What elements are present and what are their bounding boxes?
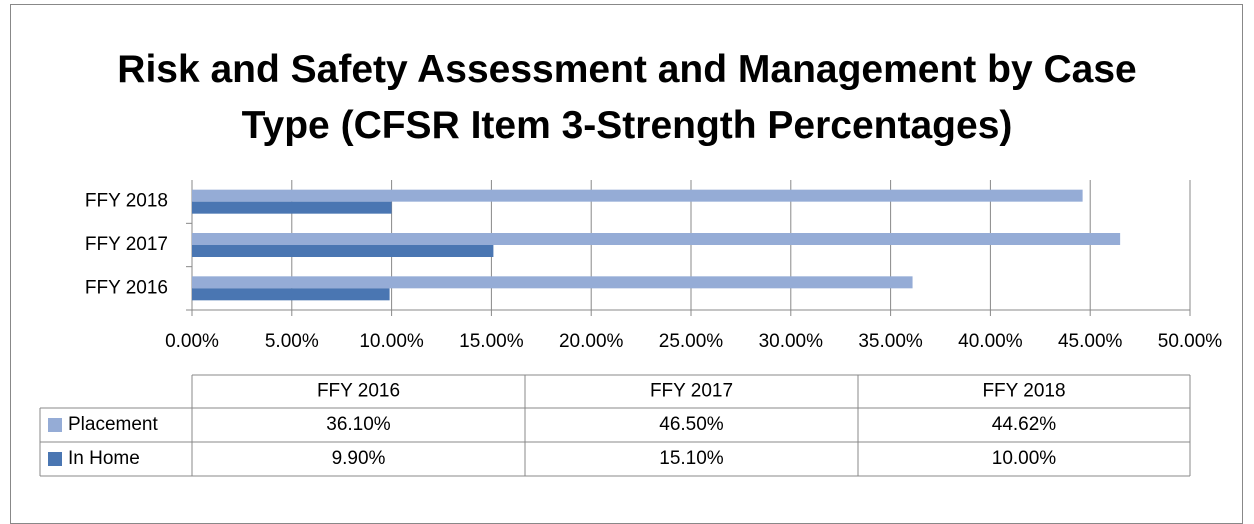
x-tick-label: 40.00% <box>958 331 1023 352</box>
table-cell: 9.90% <box>332 448 386 469</box>
legend-swatch <box>48 452 62 466</box>
bar <box>192 288 390 301</box>
table-cell: 15.10% <box>659 448 724 469</box>
x-tick-label: 20.00% <box>559 331 624 352</box>
legend-label: In Home <box>68 448 140 469</box>
bar <box>192 245 494 257</box>
x-tick-label: 35.00% <box>858 331 923 352</box>
x-tick-label: 0.00% <box>165 331 219 352</box>
legend-swatch <box>48 418 62 432</box>
table-header: FFY 2017 <box>650 381 733 402</box>
table-cell: 44.62% <box>992 414 1057 435</box>
chart-title: Risk and Safety Assessment and Managemen… <box>117 48 1137 147</box>
x-tick-label: 50.00% <box>1158 331 1223 352</box>
y-tick-label: FFY 2016 <box>85 277 168 298</box>
table-cell: 36.10% <box>326 414 391 435</box>
table-header: FFY 2016 <box>317 381 400 402</box>
y-tick-label: FFY 2018 <box>85 191 168 212</box>
bar <box>192 201 392 214</box>
table-header: FFY 2018 <box>982 381 1065 402</box>
x-tick-label: 25.00% <box>659 331 724 352</box>
y-tick-label: FFY 2017 <box>85 234 168 255</box>
bar <box>192 233 1121 245</box>
x-tick-label: 5.00% <box>265 331 319 352</box>
legend-label: Placement <box>68 414 158 435</box>
table-cell: 46.50% <box>659 414 724 435</box>
x-tick-label: 15.00% <box>459 331 524 352</box>
x-tick-label: 45.00% <box>1058 331 1123 352</box>
table-cell: 10.00% <box>992 448 1057 469</box>
bar <box>192 189 1083 202</box>
bar <box>192 276 913 289</box>
x-tick-label: 10.00% <box>359 331 424 352</box>
x-tick-label: 30.00% <box>759 331 824 352</box>
